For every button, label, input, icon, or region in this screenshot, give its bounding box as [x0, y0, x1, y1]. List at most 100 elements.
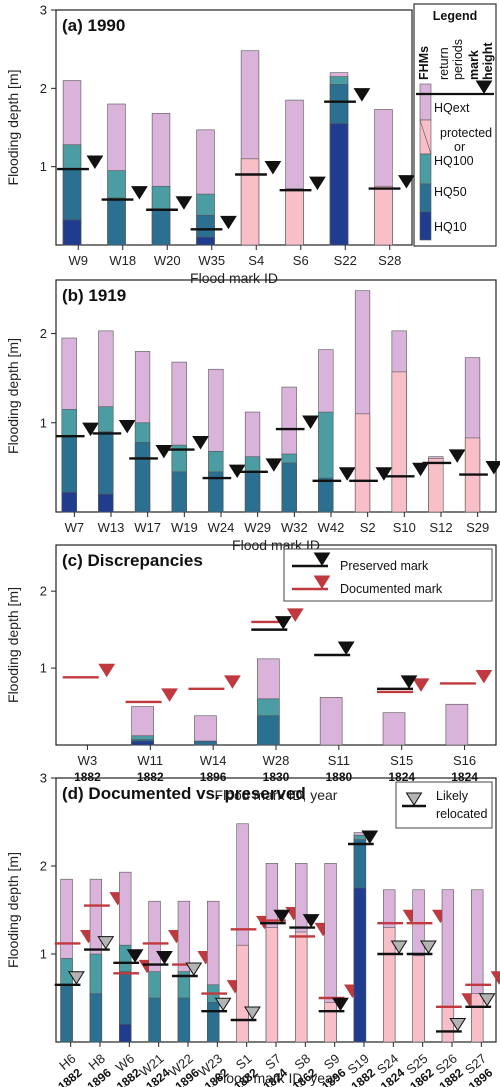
- legend-d-relocated-marker: [405, 792, 423, 806]
- panel-2-xtick-label: W32: [281, 520, 308, 535]
- legend-main-swatch-hq100: [419, 153, 432, 185]
- panel-1-bar-hq50: [107, 197, 126, 246]
- panel-4-documented-marker: [490, 971, 500, 985]
- panel-2-xtick-label: W42: [318, 520, 345, 535]
- panel-4-bar-protected: [295, 931, 308, 1043]
- panel-2-preserved-marker: [338, 467, 356, 481]
- panel-3-ylabel: Flooding depth [m]: [5, 587, 21, 703]
- legend-d-label-2: relocated: [436, 807, 487, 821]
- panel-4-bar-protected: [471, 993, 484, 1043]
- panel-4-bar-protected: [412, 955, 425, 1043]
- legend-main-swatch-hq10: [419, 211, 432, 241]
- legend-main-title: Legend: [433, 9, 477, 23]
- panel-4-bar-protected: [383, 927, 396, 1043]
- panel-4-relocated-marker: [478, 993, 496, 1007]
- panel-4-relocated-marker: [449, 1017, 467, 1032]
- panel-4-relocated-marker: [390, 940, 408, 954]
- panel-1-xlabel: Flood mark ID: [190, 270, 278, 286]
- panel-1-xtick-label: W35: [198, 253, 225, 268]
- panel-1-bar-protected: [285, 188, 304, 246]
- panel-3-year-label: 1830: [263, 770, 290, 784]
- panel-1-preserved-marker: [131, 186, 148, 200]
- panel-2-bar-hq50: [208, 471, 224, 513]
- panel-4-preserved-marker: [126, 949, 144, 963]
- legend-main-hqext: HQext: [434, 101, 470, 115]
- panel-2-ylabel: Flooding depth [m]: [5, 338, 21, 454]
- panel-2-bar-protected: [428, 458, 444, 513]
- panel-4-bar-hq50: [60, 984, 73, 1043]
- panel-2-xtick-label: S10: [393, 520, 416, 535]
- panel-3-documented-marker: [412, 678, 430, 692]
- panel-3-year-label: 1880: [326, 770, 353, 784]
- panel-2-xtick-label: S29: [466, 520, 489, 535]
- panel-2-xtick-label: W19: [171, 520, 198, 535]
- panel-4-relocated-marker: [420, 940, 437, 954]
- panel-3-xtick-label: S15: [390, 753, 413, 768]
- panel-4-preserved-marker: [361, 830, 379, 844]
- panel-1-xtick-label: S28: [378, 253, 401, 268]
- panel-3-xlabel: Flood mark ID, year: [215, 787, 338, 803]
- panel-3-documented-marker: [98, 663, 116, 678]
- panel-1-xtick-label: S4: [248, 253, 264, 268]
- panel-3-year-label: 1824: [388, 770, 415, 784]
- panel-4-bar-hq50: [89, 993, 103, 1043]
- panel-2-bar-hq50: [318, 477, 334, 513]
- panel-1-xtick-label: W20: [154, 253, 181, 268]
- panel-4-ylabel: Flooding depth [m]: [5, 852, 21, 968]
- panel-3-bar-hqext: [194, 715, 217, 746]
- panel-3-xtick-label: S11: [328, 753, 350, 768]
- legend-d-label-1: Likely: [436, 789, 469, 803]
- legend-c-preserved-label: Preserved mark: [340, 559, 429, 573]
- legend-main-split-line: [419, 119, 432, 155]
- panel-2-xtick-label: W29: [244, 520, 271, 535]
- panel-4-relocated-marker: [68, 971, 85, 985]
- legend-main-fhms: FHMs: [417, 46, 431, 80]
- panel-4-ytick-label: 1: [40, 947, 47, 962]
- panel-2-preserved-marker: [302, 415, 319, 429]
- panel-4-relocated-marker: [97, 936, 115, 950]
- panel-3-year-label: 1896: [200, 770, 227, 784]
- legend-main-mark-marker: [475, 80, 493, 94]
- panel-3-ytick-label: 2: [40, 584, 47, 599]
- panel-2-ytick-label: 2: [40, 326, 47, 341]
- panel-1-ytick-label: 2: [40, 81, 47, 96]
- legend-main-or: or: [454, 140, 465, 154]
- panel-3-xtick-label: W28: [263, 753, 290, 768]
- panel-3-title: (c) Discrepancies: [62, 551, 203, 570]
- panel-3-documented-marker: [286, 608, 304, 622]
- panel-2-bar-hq50: [171, 471, 187, 513]
- legend-c-documented-marker: [313, 575, 331, 589]
- panel-1-xtick-label: W18: [109, 253, 136, 268]
- panel-3-bar-hq10: [131, 740, 154, 746]
- panel-2-bar-protected: [354, 413, 371, 513]
- legend-main-height: height: [481, 42, 495, 80]
- panel-1-ylabel: Flooding depth [m]: [5, 70, 21, 186]
- panel-2-bar-hq10: [98, 493, 114, 513]
- panel-3-bar-hq50: [256, 715, 280, 746]
- panel-1-preserved-marker: [175, 196, 193, 210]
- panel-4-title: (d) Documented vs. preserved: [62, 784, 306, 803]
- panel-4-bar-protected: [236, 944, 249, 1043]
- panel-1-ytick-label: 1: [40, 159, 47, 174]
- panel-1-xtick-label: S6: [293, 253, 309, 268]
- panel-2-preserved-marker: [265, 458, 283, 472]
- panel-3-preserved-marker: [337, 641, 355, 655]
- legend-main-mark: mark: [467, 50, 481, 80]
- panel-4-ytick-label: 2: [40, 859, 47, 874]
- panel-1-bar-hq10: [196, 236, 215, 246]
- legend-main-hq10: HQ10: [434, 220, 467, 234]
- panel-2-xtick-label: S2: [360, 520, 376, 535]
- legend-main-swatch-hqext: [419, 83, 432, 121]
- legend-main-hq50: HQ50: [434, 185, 467, 199]
- panel-4-bar-hq50: [207, 1002, 220, 1043]
- panel-2-xtick-label: W17: [134, 520, 161, 535]
- panel-3-xtick-label: W14: [200, 753, 227, 768]
- panel-2-preserved-marker: [155, 444, 173, 459]
- panel-3-bar-hqext: [382, 712, 406, 746]
- panel-2-preserved-marker: [412, 462, 429, 477]
- panel-3-preserved-marker: [400, 675, 418, 689]
- panel-1-preserved-marker: [398, 175, 415, 189]
- panel-4-relocated-marker: [185, 962, 203, 976]
- panel-2-bar-hq50: [244, 471, 261, 513]
- panel-3-preserved-marker: [274, 616, 292, 630]
